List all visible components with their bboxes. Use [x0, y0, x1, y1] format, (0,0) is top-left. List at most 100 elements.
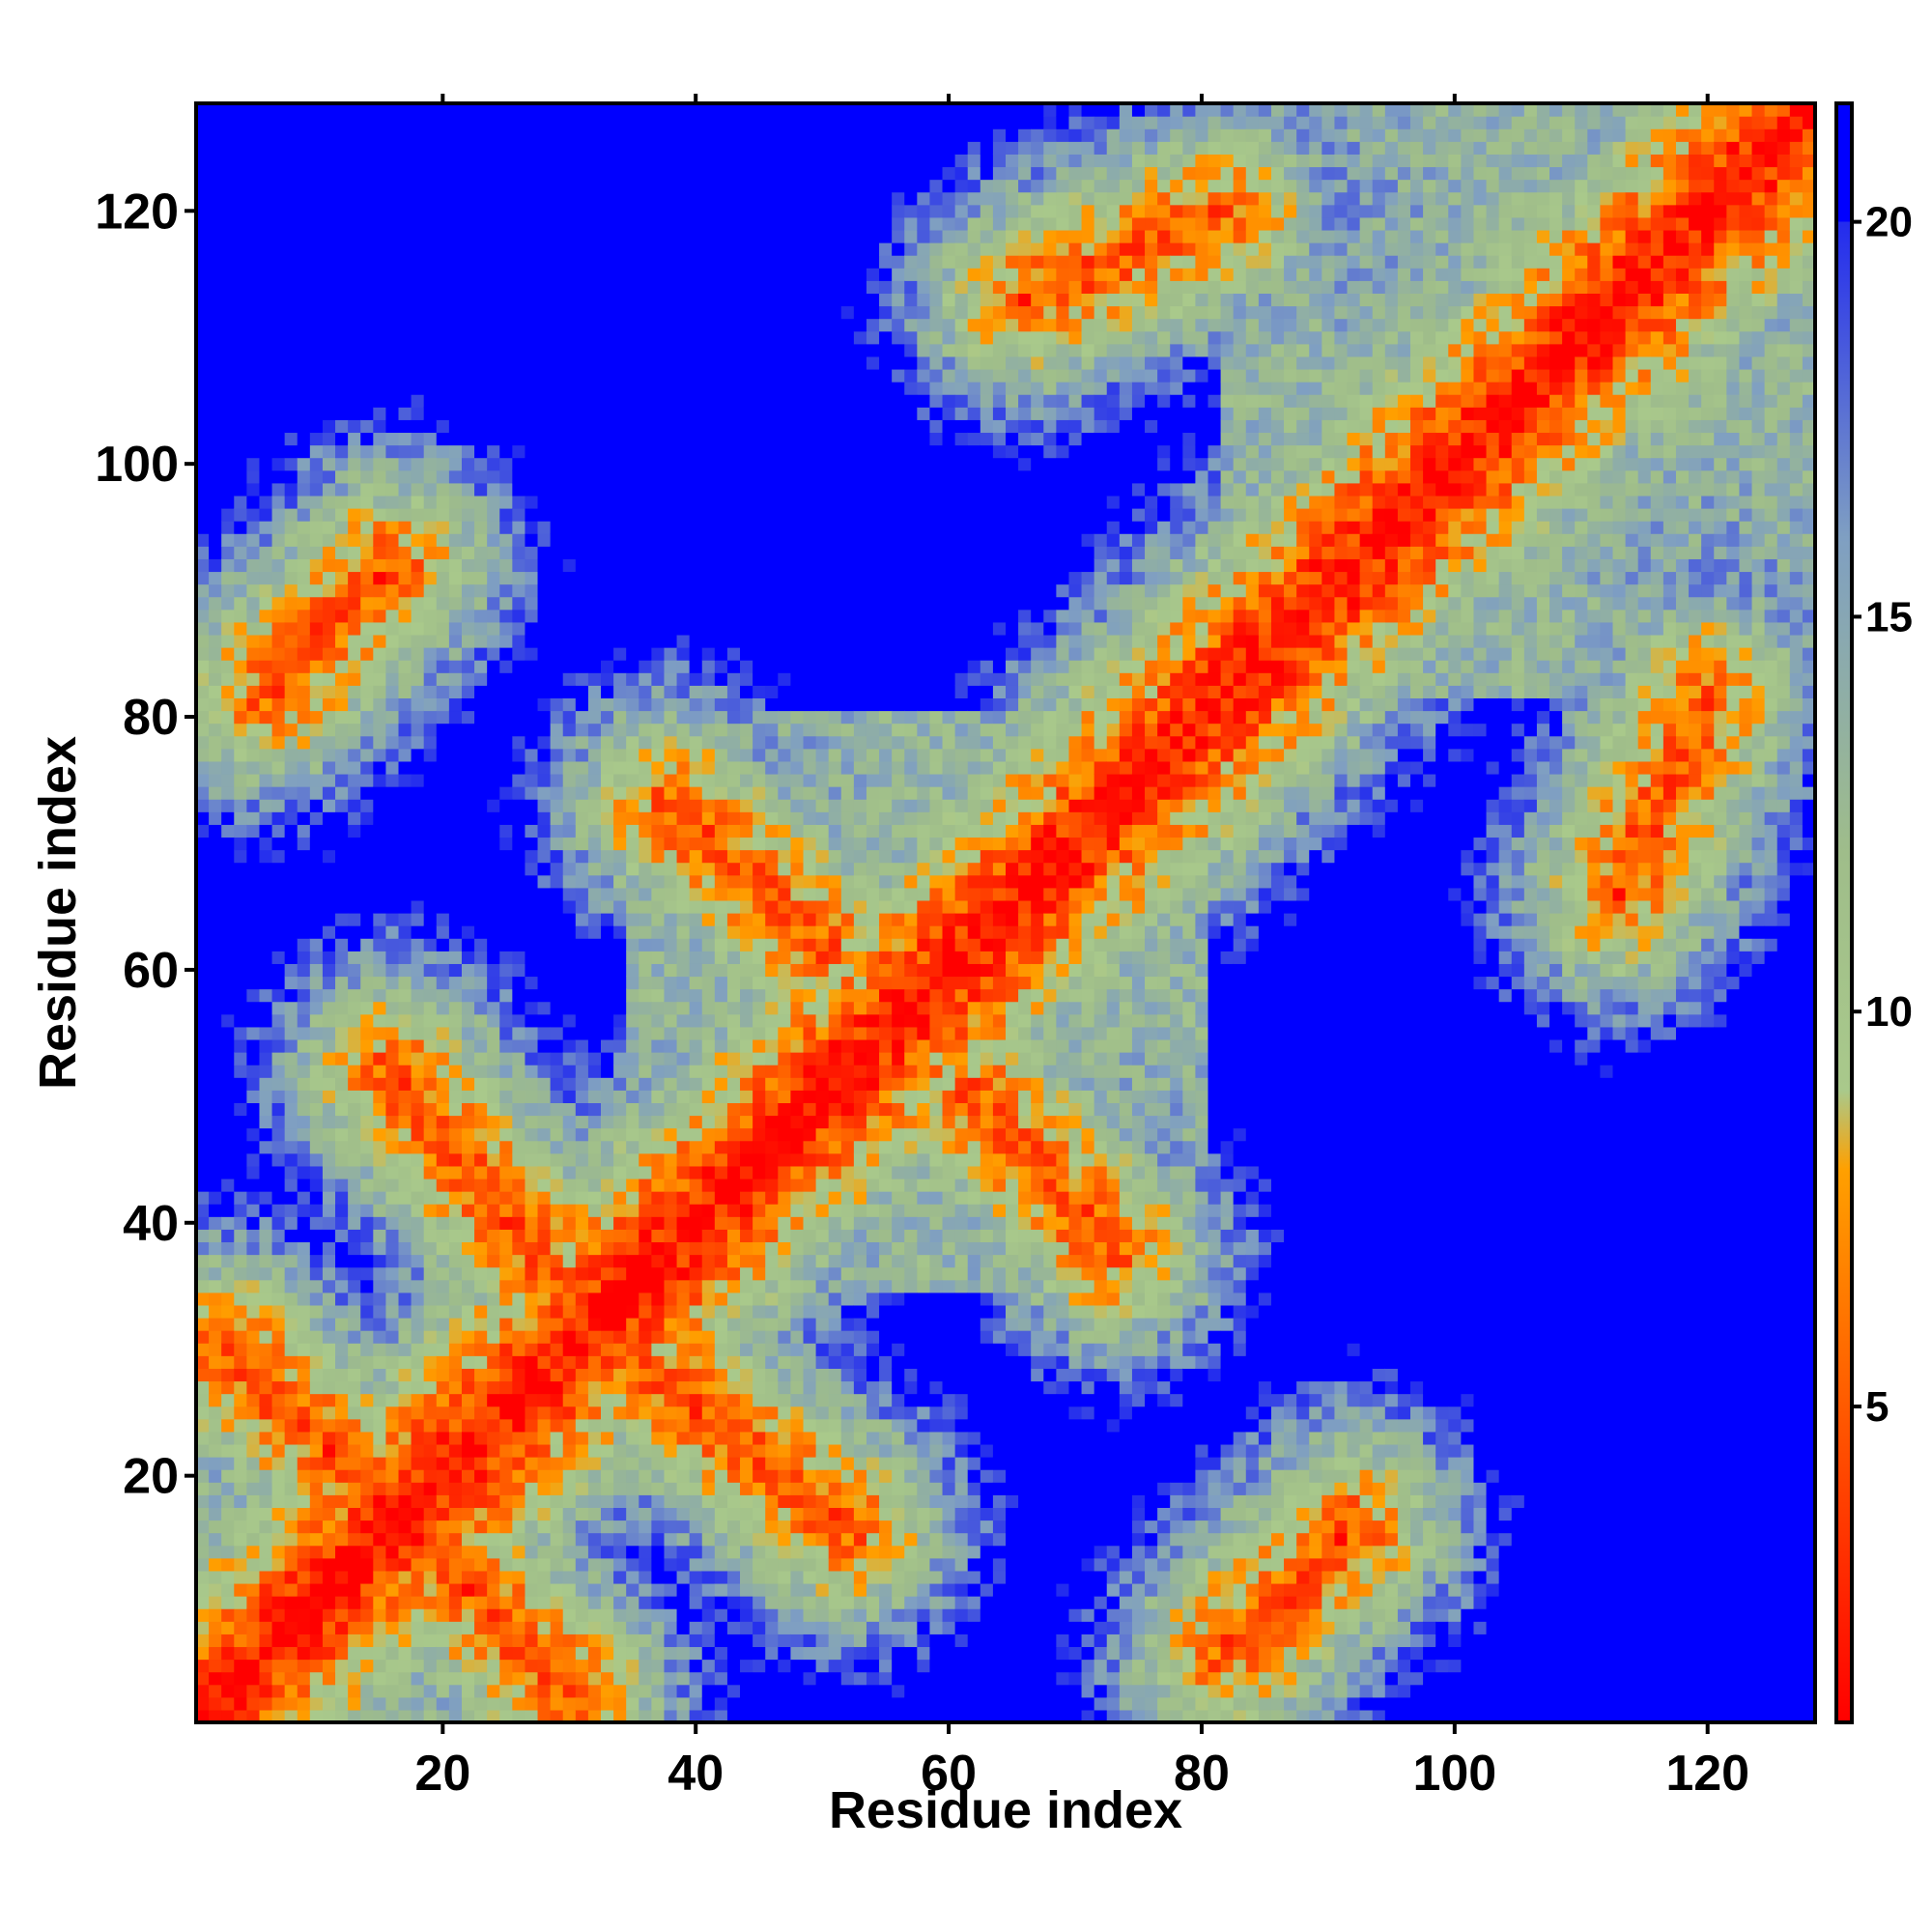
- heatmap-cell: [259, 1191, 273, 1205]
- heatmap-cell: [651, 368, 666, 383]
- heatmap-cell: [487, 419, 500, 434]
- heatmap-cell: [284, 1090, 298, 1103]
- heatmap-cell: [411, 672, 425, 686]
- heatmap-cell: [550, 444, 564, 459]
- heatmap-cell: [385, 305, 400, 320]
- heatmap-cell: [322, 368, 336, 383]
- heatmap-cell: [246, 229, 261, 243]
- heatmap-cell: [651, 1494, 666, 1508]
- heatmap-cell: [246, 394, 261, 408]
- heatmap-cell: [322, 1570, 336, 1584]
- heatmap-cell: [423, 255, 438, 269]
- heatmap-cell: [601, 1621, 614, 1634]
- heatmap-cell: [411, 1241, 425, 1256]
- heatmap-cell: [385, 1254, 400, 1268]
- heatmap-cell: [448, 1696, 463, 1711]
- heatmap-cell: [271, 1052, 286, 1065]
- heatmap-cell: [474, 1102, 488, 1117]
- heatmap-cell: [474, 1431, 488, 1445]
- heatmap-cell: [613, 1482, 627, 1495]
- heatmap-cell: [385, 1343, 400, 1356]
- heatmap-cell: [360, 330, 374, 345]
- heatmap-cell: [234, 621, 247, 636]
- heatmap-cell: [626, 128, 639, 142]
- heatmap-cell: [639, 1570, 652, 1584]
- heatmap-cell: [461, 419, 475, 434]
- heatmap-cell: [411, 1343, 425, 1356]
- heatmap-cell: [398, 596, 412, 611]
- heatmap-cell: [297, 786, 311, 800]
- heatmap-cell: [271, 1431, 286, 1445]
- heatmap-cell: [664, 1557, 678, 1572]
- heatmap-cell: [373, 1380, 386, 1395]
- heatmap-cell: [587, 293, 602, 307]
- heatmap-cell: [587, 166, 602, 181]
- heatmap-cell: [259, 343, 273, 357]
- heatmap-cell: [246, 925, 261, 939]
- heatmap-cell: [562, 368, 577, 383]
- heatmap-cell: [639, 824, 652, 838]
- heatmap-cell: [512, 571, 526, 585]
- heatmap-cell: [423, 1191, 438, 1205]
- heatmap-cell: [398, 1646, 412, 1661]
- heatmap-cell: [487, 1507, 500, 1521]
- heatmap-cell: [360, 824, 374, 838]
- heatmap-cell: [537, 141, 552, 155]
- heatmap-cell: [423, 837, 438, 851]
- heatmap-cell: [626, 330, 639, 345]
- heatmap-cell: [436, 1229, 450, 1243]
- heatmap-cell: [411, 1165, 425, 1179]
- heatmap-cell: [587, 1065, 602, 1078]
- heatmap-cell: [259, 723, 273, 737]
- heatmap-cell: [512, 407, 526, 420]
- heatmap-cell: [284, 925, 298, 939]
- heatmap-cell: [423, 811, 438, 825]
- heatmap-cell: [335, 242, 349, 256]
- heatmap-cell: [550, 760, 564, 775]
- heatmap-cell: [626, 508, 639, 522]
- heatmap-cell: [411, 988, 425, 1003]
- heatmap-cell: [639, 432, 652, 446]
- heatmap-cell: [423, 874, 438, 889]
- heatmap-cell: [587, 444, 602, 459]
- heatmap-cell: [525, 141, 539, 155]
- heatmap-cell: [436, 1393, 450, 1407]
- heatmap-cell: [575, 685, 589, 698]
- heatmap-cell: [499, 849, 513, 864]
- heatmap-cell: [309, 1570, 324, 1584]
- heatmap-cell: [474, 748, 488, 762]
- heatmap-cell: [271, 533, 286, 547]
- heatmap-cell: [461, 293, 475, 307]
- heatmap-cell: [385, 255, 400, 269]
- heatmap-cell: [512, 318, 526, 332]
- heatmap-cell: [259, 596, 273, 611]
- heatmap-cell: [499, 1671, 513, 1686]
- heatmap-cell: [360, 583, 374, 598]
- heatmap-cell: [322, 407, 336, 420]
- heatmap-cell: [448, 976, 463, 990]
- heatmap-cell: [499, 1052, 513, 1065]
- heatmap-cell: [373, 647, 386, 661]
- heatmap-cell: [309, 204, 324, 218]
- heatmap-cell: [461, 1608, 475, 1622]
- heatmap-cell: [461, 1443, 475, 1458]
- heatmap-cell: [474, 1178, 488, 1192]
- heatmap-cell: [601, 1368, 614, 1382]
- heatmap-cell: [512, 1343, 526, 1356]
- heatmap-cell: [398, 1191, 412, 1205]
- heatmap-cell: [196, 1494, 210, 1508]
- heatmap-cell: [639, 330, 652, 345]
- heatmap-cell: [360, 1140, 374, 1154]
- heatmap-cell: [322, 1418, 336, 1433]
- heatmap-cell: [537, 242, 552, 256]
- heatmap-cell: [322, 318, 336, 332]
- heatmap-cell: [626, 1406, 639, 1420]
- heatmap-cell: [297, 128, 311, 142]
- heatmap-cell: [221, 1204, 235, 1217]
- heatmap-cell: [639, 938, 652, 952]
- heatmap-cell: [499, 1013, 513, 1028]
- heatmap-cell: [297, 1443, 311, 1458]
- heatmap-cell: [309, 1545, 324, 1559]
- heatmap-cell: [537, 343, 552, 357]
- heatmap-cell: [309, 469, 324, 484]
